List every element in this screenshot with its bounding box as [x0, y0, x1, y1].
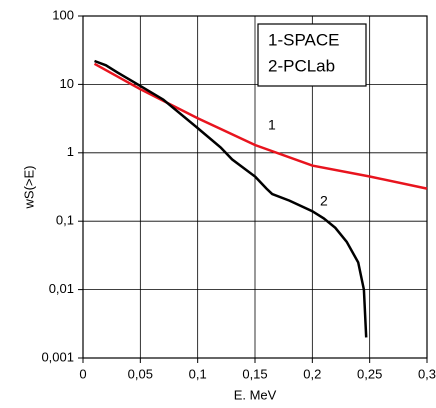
- series-line: [94, 59, 368, 338]
- y-tick-label: 0,01: [49, 281, 74, 296]
- x-tick-label: 0: [79, 366, 86, 381]
- y-axis-label: wS(>E): [21, 166, 36, 210]
- x-tick-label: 0,15: [242, 366, 267, 381]
- y-tick-label: 1: [67, 144, 74, 159]
- legend-box: [257, 23, 367, 87]
- y-tick-label: 0,1: [56, 213, 74, 228]
- x-tick-label: 0,05: [128, 366, 153, 381]
- y-tick-label: 0,001: [41, 349, 74, 364]
- annotation: 1: [268, 117, 276, 133]
- series-line: [93, 62, 428, 190]
- legend-label: 2-PCLab: [268, 56, 335, 75]
- y-tick-label: 10: [60, 76, 74, 91]
- legend-label: 1-SPACE: [268, 30, 340, 49]
- y-tick-label: 100: [52, 7, 74, 22]
- x-tick-label: 0,3: [418, 366, 436, 381]
- x-tick-label: 0,1: [189, 366, 207, 381]
- x-axis-label: E. MeV: [234, 387, 277, 402]
- annotation: 2: [320, 193, 328, 209]
- x-tick-label: 0,2: [303, 366, 321, 381]
- x-tick-label: 0,25: [357, 366, 382, 381]
- plot-frame: [82, 15, 428, 359]
